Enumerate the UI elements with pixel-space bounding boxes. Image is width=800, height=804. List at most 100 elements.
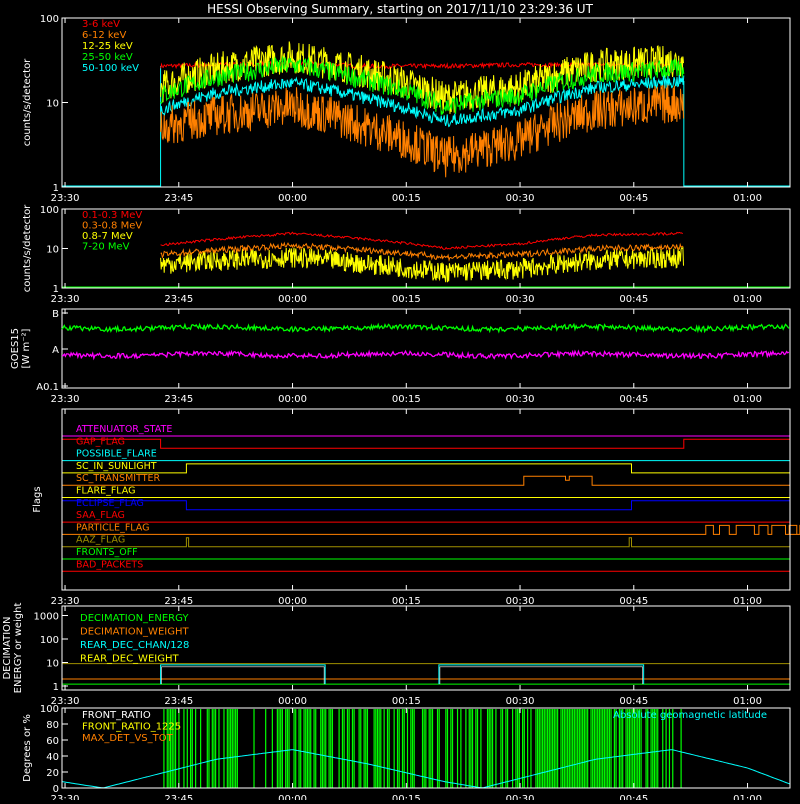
flag-label: FRONTS_OFF: [76, 547, 138, 558]
geomag-ytick-label: 60: [46, 736, 59, 747]
geomag-time-tick-label: 00:00: [278, 794, 307, 800]
counts-low-time-tick-label: 23:45: [164, 193, 193, 204]
counts-high-ytick-label: 1: [53, 284, 59, 295]
goes-time-tick-label: 00:00: [278, 394, 307, 405]
decimation-time-tick-label: 23:45: [164, 696, 193, 707]
decimation-time-tick-label: 00:00: [278, 696, 307, 707]
series-6-12-kev-line: [160, 84, 684, 178]
counts-high-time-tick-label: 23:45: [164, 294, 193, 305]
rear-dec-chan-segment: [438, 664, 645, 685]
flag-label: SC_IN_SUNLIGHT: [76, 461, 157, 472]
geomag-ytick-label: 0: [53, 784, 59, 795]
geomag-ytick-label: 100: [40, 704, 59, 715]
decimation-legend-item: REAR_DEC_WEIGHT: [80, 654, 179, 665]
decimation-ytick-label: 1000: [34, 612, 59, 623]
geomag-ylabel: Degrees or %: [22, 714, 33, 782]
decimation-legend-item: DECIMATION_ENERGY: [80, 613, 189, 624]
flags-time-tick-label: 23:30: [51, 596, 80, 607]
decimation-time-tick-label: 01:00: [733, 696, 762, 707]
flag-label: GAP_FLAG: [76, 436, 125, 447]
goes_long-line: [61, 322, 790, 334]
flag-label: AAZ_FLAG: [76, 535, 125, 546]
geomag-time-tick-label: 23:45: [164, 794, 193, 800]
decimation-ylabel-2: ENERGY or weight: [13, 603, 24, 694]
goes_short-line: [61, 349, 790, 361]
goes-ytick-label: A: [52, 345, 59, 356]
decimation-time-tick-label: 00:15: [392, 696, 421, 707]
flag-label: ECLIPSE_FLAG: [76, 498, 144, 509]
decimation-ytick-label: 10: [46, 659, 59, 670]
counts-high-legend-item: 0.8-7 MeV: [82, 231, 133, 242]
flags-time-tick-label: 01:00: [733, 596, 762, 607]
decimation-legend-item: REAR_DEC_CHAN/128: [80, 640, 189, 651]
goes-time-tick-label: 23:45: [164, 394, 193, 405]
geomag-time-tick-label: 00:15: [392, 794, 421, 800]
counts-low-time-tick-label: 00:15: [392, 193, 421, 204]
flag-line: [62, 524, 800, 535]
geomag-time-tick-label: 23:30: [51, 794, 80, 800]
decimation-ytick-label: 1: [53, 682, 59, 693]
flag-label: FLARE_FLAG: [76, 486, 136, 497]
flags-ylabel: Flags: [32, 486, 43, 512]
flag-line: [62, 500, 790, 511]
flag-label: SAA_FLAG: [76, 510, 125, 521]
counts-high-ytick-label: 10: [46, 245, 59, 256]
geomagnetic-latitude-line: [61, 749, 791, 789]
decimation-time-tick-label: 23:30: [51, 696, 80, 707]
flags-time-tick-label: 00:15: [392, 596, 421, 607]
rear-dec-chan-segment: [160, 664, 326, 685]
flags-time-tick-label: 00:45: [619, 596, 648, 607]
counts-low-legend-item: 25-50 keV: [82, 52, 133, 63]
counts-high-legend-item: 0.1-0.3 MeV: [82, 210, 142, 221]
geomag-ytick-label: 80: [46, 720, 59, 731]
series-0-3-0-8-mev-line: [160, 241, 684, 262]
geomag-ytick-label: 40: [46, 752, 59, 763]
flag-line: [62, 475, 790, 486]
decimation-frame: [61, 605, 791, 691]
geomag-legend-item: MAX_DET_VS_TOT: [82, 733, 174, 744]
geomag-time-tick-label: 01:00: [733, 794, 762, 800]
flags-frame: [61, 408, 791, 591]
flag-label: POSSIBLE_FLARE: [76, 449, 157, 460]
flag-label: PARTICLE_FLAG: [76, 522, 149, 533]
flags-time-tick-label: 00:30: [506, 596, 535, 607]
geomag-legend-item: FRONT_RATIO_1225: [82, 722, 181, 733]
goes-ytick-label: B: [52, 309, 59, 320]
decimation-ytick-label: 100: [40, 635, 59, 646]
counts-high-legend-item: 0.3-0.8 MeV: [82, 221, 142, 232]
decimation-ylabel: DECIMATION: [2, 616, 13, 679]
flag-label: SC_TRANSMITTER: [76, 473, 161, 484]
decimation-time-tick-label: 00:30: [506, 696, 535, 707]
counts-high-legend-item: 7-20 MeV: [82, 242, 130, 253]
flags-time-tick-label: 23:45: [164, 596, 193, 607]
chart-title: HESSI Observing Summary, starting on 201…: [207, 2, 593, 16]
series-0-1-0-3-mev-line: [160, 231, 684, 250]
goes-ylabel-units: [W m⁻²]: [21, 328, 32, 368]
flag-line: [62, 438, 790, 449]
counts-low-ytick-label: 100: [40, 14, 59, 25]
counts-high-ytick-label: 100: [40, 205, 59, 216]
counts-low-time-tick-label: 01:00: [733, 193, 762, 204]
counts-high-time-tick-label: 01:00: [733, 294, 762, 305]
goes-ytick-label: A0.1: [36, 382, 59, 393]
geomag-frame: [61, 707, 791, 789]
series-50-100-kev-line: [160, 74, 685, 128]
flags-time-tick-label: 00:00: [278, 596, 307, 607]
counts-low-ytick-label: 1: [53, 183, 59, 194]
counts-low-time-tick-label: 00:45: [619, 193, 648, 204]
goes-time-tick-label: 00:30: [506, 394, 535, 405]
counts-low-time-tick-label: 23:30: [51, 193, 80, 204]
counts-low-ytick-label: 10: [46, 99, 59, 110]
rear-dec-chan-outline: [161, 666, 325, 685]
counts-low-time-tick-label: 00:30: [506, 193, 535, 204]
counts-low-time-tick-label: 00:00: [278, 193, 307, 204]
geomag-ytick-label: 20: [46, 768, 59, 779]
geomag-time-tick-label: 00:45: [619, 794, 648, 800]
geomag-legend-item: FRONT_RATIO: [82, 710, 151, 721]
counts-high-time-tick-label: 00:15: [392, 294, 421, 305]
counts-high-ylabel: counts/s/detector: [22, 204, 33, 292]
flag-label: BAD_PACKETS: [76, 559, 143, 570]
series-25-50-kev-line: [160, 56, 685, 116]
